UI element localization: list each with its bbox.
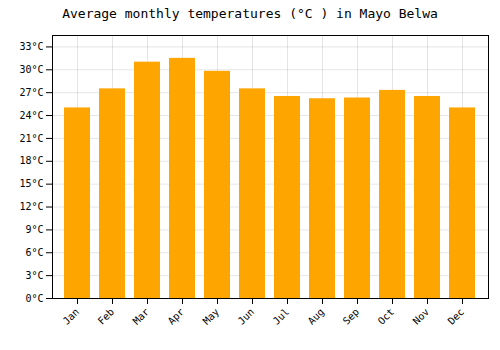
svg-text:27°C: 27°C [19, 87, 43, 98]
svg-text:Feb: Feb [96, 306, 117, 327]
svg-text:Jan: Jan [61, 306, 82, 327]
svg-text:15°C: 15°C [19, 178, 43, 189]
svg-text:33°C: 33°C [19, 41, 43, 52]
svg-text:0°C: 0°C [25, 293, 43, 304]
svg-text:Jun: Jun [236, 306, 257, 327]
svg-text:Mar: Mar [131, 306, 152, 327]
svg-text:6°C: 6°C [25, 247, 43, 258]
svg-text:21°C: 21°C [19, 133, 43, 144]
html-text:Average monthly temperatures (: Average monthly temperatures (°C ) in Ma… [62, 6, 438, 21]
svg-text:3°C: 3°C [25, 270, 43, 281]
svg-text:May: May [201, 306, 222, 327]
svg-text:12°C: 12°C [19, 201, 43, 212]
svg-text:Jul: Jul [271, 306, 292, 327]
svg-text:Apr: Apr [166, 306, 187, 327]
svg-text:18°C: 18°C [19, 155, 43, 166]
svg-text:24°C: 24°C [19, 110, 43, 121]
svg-text:Sep: Sep [341, 306, 362, 327]
svg-text:Nov: Nov [411, 306, 432, 327]
svg-text:30°C: 30°C [19, 64, 43, 75]
svg-text:9°C: 9°C [25, 224, 43, 235]
svg-text:Aug: Aug [306, 306, 327, 327]
svg-text:Oct: Oct [376, 306, 397, 327]
svg-text:Dec: Dec [446, 306, 467, 327]
